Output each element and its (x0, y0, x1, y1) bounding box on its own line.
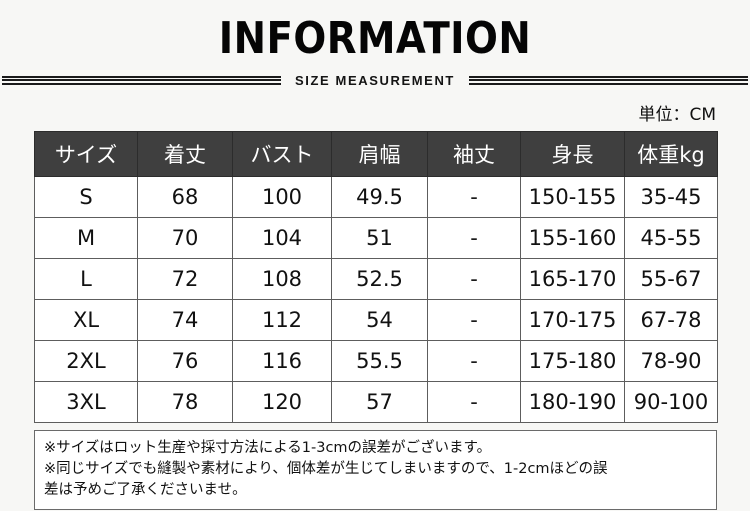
size-table-container: サイズ 着丈 バスト 肩幅 袖丈 身長 体重kg S 68 100 49.5 -… (0, 131, 750, 423)
cell-height: 150-155 (520, 176, 625, 218)
page-title: INFORMATION (218, 13, 532, 64)
cell-weight: 90-100 (624, 381, 718, 423)
table-row: L 72 108 52.5 - 165-170 55-67 (34, 258, 718, 300)
cell-weight: 45-55 (624, 217, 718, 259)
cell-height: 170-175 (520, 299, 625, 341)
cell-shoulder: 54 (331, 299, 428, 341)
cell-size: L (34, 258, 138, 300)
cell-bust: 112 (232, 299, 332, 341)
table-row: 3XL 78 120 57 - 180-190 90-100 (34, 381, 718, 423)
disclaimer-box: ※サイズはロット生産や採寸方法による1-3cmの誤差がございます。 ※同じサイズ… (34, 430, 717, 510)
cell-sleeve: - (427, 299, 521, 341)
cell-shoulder: 55.5 (331, 340, 428, 382)
cell-height: 180-190 (520, 381, 625, 423)
cell-bust: 100 (232, 176, 332, 218)
cell-bust: 116 (232, 340, 332, 382)
decorative-rule-left (2, 76, 282, 85)
disclaimer-line: ※同じサイズでも縫製や素材により、個体差が生じてしまいますので、1-2cmほどの… (44, 461, 608, 477)
cell-length: 72 (137, 258, 233, 300)
cell-size: XL (34, 299, 138, 341)
decorative-rule-right (468, 76, 749, 85)
table-row: XL 74 112 54 - 170-175 67-78 (34, 299, 718, 341)
column-header-shoulder: 肩幅 (331, 131, 428, 177)
column-header-size: サイズ (34, 131, 138, 177)
cell-length: 70 (137, 217, 233, 259)
cell-weight: 55-67 (624, 258, 718, 300)
column-header-bust: バスト (232, 131, 332, 177)
column-header-weight: 体重kg (624, 131, 718, 177)
table-body: S 68 100 49.5 - 150-155 35-45 M 70 104 5… (34, 176, 718, 423)
column-header-length: 着丈 (137, 131, 233, 177)
cell-length: 74 (137, 299, 233, 341)
cell-weight: 35-45 (624, 176, 718, 218)
unit-label: 単位：CM (638, 105, 716, 125)
table-header: サイズ 着丈 バスト 肩幅 袖丈 身長 体重kg (34, 131, 718, 177)
cell-size: M (34, 217, 138, 259)
cell-sleeve: - (427, 217, 521, 259)
cell-sleeve: - (427, 340, 521, 382)
cell-shoulder: 57 (331, 381, 428, 423)
disclaimer-line: ※サイズはロット生産や採寸方法による1-3cmの誤差がございます。 (44, 440, 492, 456)
cell-size: 2XL (34, 340, 138, 382)
size-table: サイズ 着丈 バスト 肩幅 袖丈 身長 体重kg S 68 100 49.5 -… (34, 131, 718, 423)
column-header-height: 身長 (520, 131, 625, 177)
cell-height: 165-170 (520, 258, 625, 300)
disclaimer-line: 差は予めご了承くださいませ。 (44, 482, 247, 498)
cell-weight: 67-78 (624, 299, 718, 341)
cell-bust: 120 (232, 381, 332, 423)
subtitle-text: SIZE MEASUREMENT (295, 73, 455, 88)
cell-sleeve: - (427, 381, 521, 423)
cell-height: 175-180 (520, 340, 625, 382)
table-row: S 68 100 49.5 - 150-155 35-45 (34, 176, 718, 218)
table-header-row: サイズ 着丈 バスト 肩幅 袖丈 身長 体重kg (34, 131, 718, 177)
cell-height: 155-160 (520, 217, 625, 259)
cell-weight: 78-90 (624, 340, 718, 382)
cell-size: S (34, 176, 138, 218)
cell-bust: 104 (232, 217, 332, 259)
cell-shoulder: 52.5 (331, 258, 428, 300)
cell-sleeve: - (427, 258, 521, 300)
cell-length: 68 (137, 176, 233, 218)
cell-bust: 108 (232, 258, 332, 300)
cell-size: 3XL (34, 381, 138, 423)
cell-length: 76 (137, 340, 233, 382)
table-row: M 70 104 51 - 155-160 45-55 (34, 217, 718, 259)
table-row: 2XL 76 116 55.5 - 175-180 78-90 (34, 340, 718, 382)
subtitle-banner: SIZE MEASUREMENT (0, 73, 750, 88)
cell-length: 78 (137, 381, 233, 423)
cell-shoulder: 51 (331, 217, 428, 259)
cell-sleeve: - (427, 176, 521, 218)
cell-shoulder: 49.5 (331, 176, 428, 218)
column-header-sleeve: 袖丈 (427, 131, 521, 177)
